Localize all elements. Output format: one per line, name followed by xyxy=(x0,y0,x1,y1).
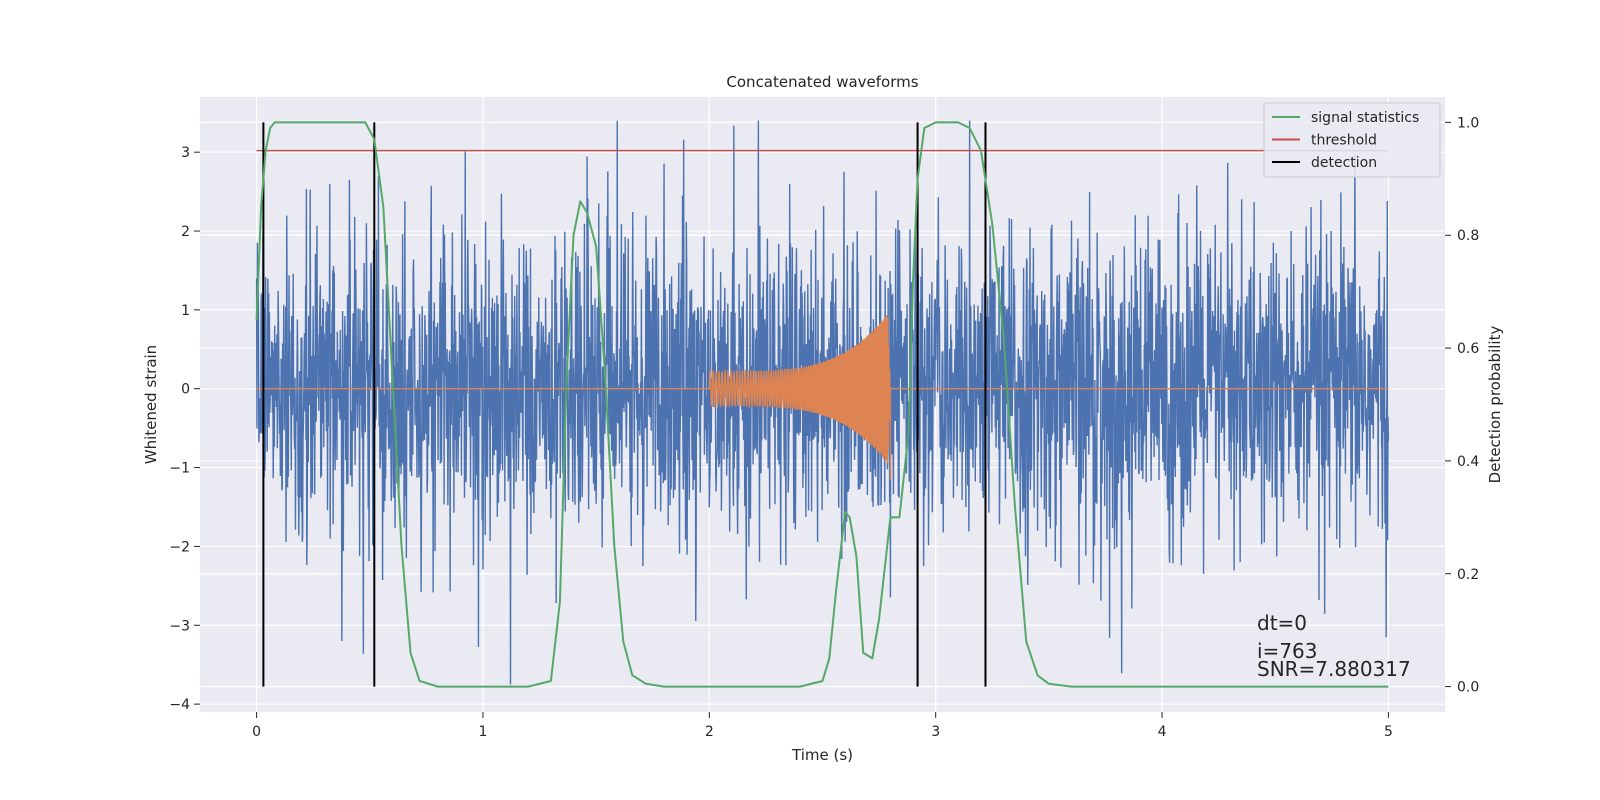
x-tick-label-5: 5 xyxy=(1384,724,1393,740)
y-tick-label-1: −3 xyxy=(169,618,190,634)
legend-label-2: detection xyxy=(1311,155,1377,171)
y-axis-label: Whitened strain xyxy=(142,345,160,464)
annotation-index: i=763 xyxy=(1257,639,1318,663)
chart-title: Concatenated waveforms xyxy=(726,73,918,91)
x-tick-label-4: 4 xyxy=(1158,724,1167,740)
series-signal-statistics xyxy=(255,121,1389,688)
y-tick-label-4: 0 xyxy=(181,382,190,398)
x-axis-label: Time (s) xyxy=(791,746,853,764)
axes: 0 1 2 3 4 5 −4 −3 −2 −1 0 1 2 3 0.0 0.2 0.4 0.6 0.8 1.0 xyxy=(169,115,1479,740)
y-tick-label-3: −1 xyxy=(169,461,190,477)
y2-tick-label-0: 0.0 xyxy=(1457,680,1479,696)
annotation-snr: SNR=7.880317 xyxy=(1257,657,1411,681)
grid xyxy=(200,97,1445,712)
y2-tick-label-2: 0.4 xyxy=(1457,454,1479,470)
x-tick-label-2: 2 xyxy=(705,724,714,740)
y-tick-label-2: −2 xyxy=(169,539,190,555)
y-tick-label-0: −4 xyxy=(169,697,190,713)
y-tick-label-7: 3 xyxy=(181,145,190,161)
y-tick-label-6: 2 xyxy=(181,224,190,240)
y2-tick-label-5: 1.0 xyxy=(1457,115,1479,131)
y2-tick-label-4: 0.8 xyxy=(1457,228,1479,244)
legend: signal statistics threshold detection xyxy=(1263,102,1441,178)
y2-tick-label-3: 0.6 xyxy=(1457,341,1479,357)
legend-label-0: signal statistics xyxy=(1311,110,1419,126)
annotation-dt: dt=0 xyxy=(1257,611,1307,635)
x-tick-label-1: 1 xyxy=(478,724,487,740)
legend-box xyxy=(1263,102,1441,178)
x-tick-label-3: 3 xyxy=(931,724,940,740)
annotations: dt=0 i=763 SNR=7.880317 xyxy=(1257,611,1411,681)
x-tick-label-0: 0 xyxy=(252,724,261,740)
plot-content xyxy=(255,120,1390,688)
y-tick-label-5: 1 xyxy=(181,303,190,319)
series-injected-waveform xyxy=(256,315,1389,480)
legend-label-1: threshold xyxy=(1311,133,1377,149)
y2-tick-label-1: 0.2 xyxy=(1457,567,1479,583)
y2-axis-label: Detection probability xyxy=(1486,326,1504,484)
